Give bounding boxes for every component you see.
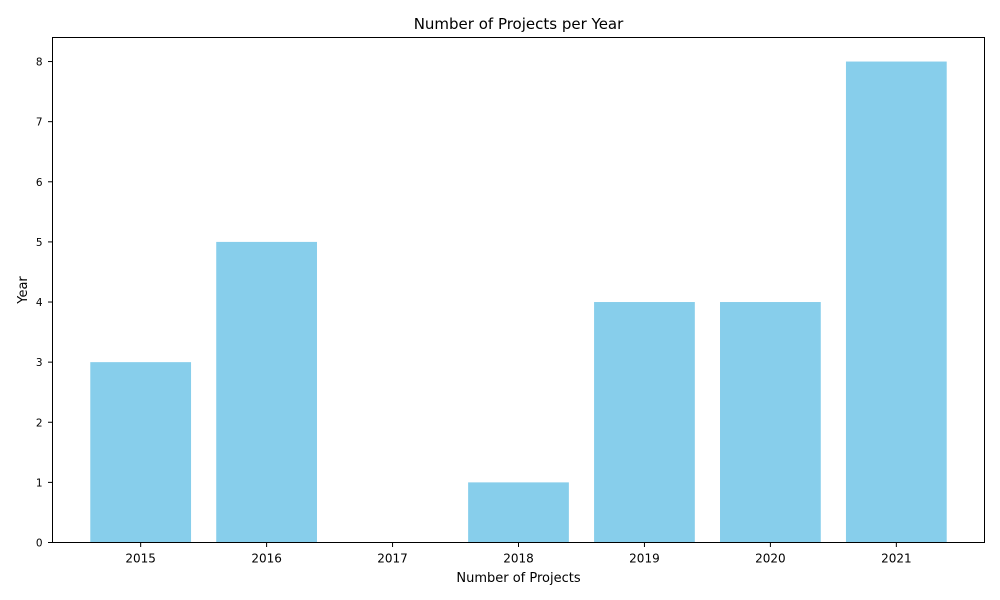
x-tick-label: 2020 <box>755 552 786 566</box>
x-tick-label: 2018 <box>503 552 534 566</box>
bars-group <box>90 61 947 543</box>
x-axis-label: Number of Projects <box>456 571 580 586</box>
x-tick-label: 2019 <box>629 552 660 566</box>
y-tick-label: 3 <box>36 357 43 369</box>
bar-2018 <box>468 482 569 543</box>
y-tick-label: 6 <box>36 177 43 189</box>
y-tick-label: 7 <box>36 117 43 129</box>
y-tick-label: 8 <box>36 57 43 69</box>
y-tick-label: 5 <box>36 237 43 249</box>
y-axis-ticks: 0 1 2 3 4 5 6 7 8 <box>36 57 53 550</box>
y-tick-label: 4 <box>36 297 43 309</box>
chart-title: Number of Projects per Year <box>414 15 624 33</box>
x-tick-label: 2021 <box>881 552 912 566</box>
x-tick-label: 2017 <box>377 552 408 566</box>
bar-2015 <box>90 362 192 543</box>
bar-2019 <box>594 302 695 543</box>
plot-frame <box>52 37 985 543</box>
y-tick-label: 2 <box>36 417 43 429</box>
y-tick-label: 0 <box>36 538 43 550</box>
bar-2016 <box>216 241 317 543</box>
y-axis-label: Year <box>16 276 31 305</box>
bar-2020 <box>720 302 821 543</box>
x-tick-label: 2016 <box>251 552 282 566</box>
bar-2021 <box>845 61 947 543</box>
x-tick-label: 2015 <box>125 552 156 566</box>
y-tick-label: 1 <box>36 477 43 489</box>
x-axis-ticks: 2015 2016 2017 2018 2019 2020 2021 <box>125 542 912 566</box>
